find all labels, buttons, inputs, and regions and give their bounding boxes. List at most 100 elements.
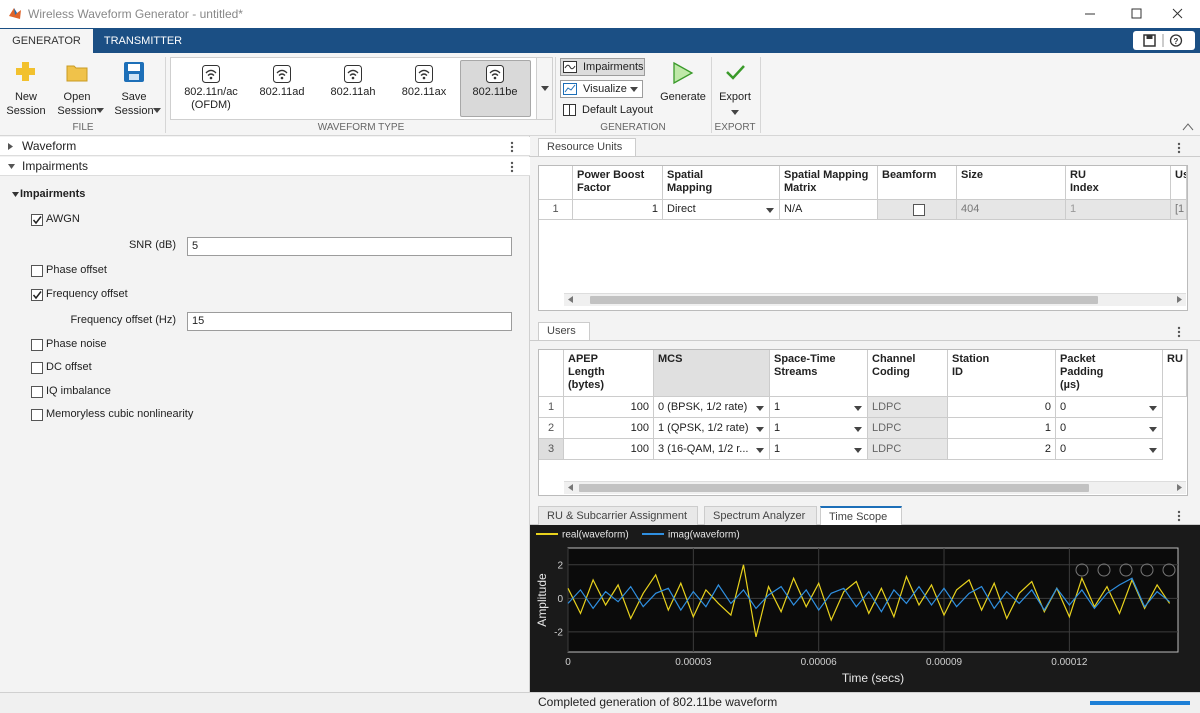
table-cell[interactable]: 404 — [957, 200, 1066, 220]
plot-area — [567, 547, 1179, 653]
dropdown-arrow — [1149, 447, 1157, 453]
checkbox[interactable] — [31, 386, 43, 398]
checkbox[interactable] — [31, 265, 43, 277]
toolstrip-separator — [760, 57, 761, 133]
tab-strip — [0, 28, 1200, 53]
icon-part — [510, 145, 514, 149]
table-cell[interactable]: 0 — [1056, 439, 1163, 460]
toolstrip-button[interactable]: Open Session — [57, 91, 97, 117]
plot-tool-icon — [1119, 563, 1133, 577]
column-header[interactable]: Beamform — [878, 166, 957, 200]
table-cell[interactable]: 0 (BPSK, 1/2 rate) — [654, 397, 770, 418]
toolstrip-button[interactable]: Save Session — [114, 91, 154, 117]
column-header[interactable]: RU Index — [1066, 166, 1171, 200]
table-cell[interactable]: [1 — [1171, 200, 1187, 220]
table-cell[interactable]: 0 — [1056, 397, 1163, 418]
waveform-type-button[interactable]: 802.11be — [472, 86, 518, 98]
table-cell[interactable]: LDPC — [868, 418, 948, 439]
text-field[interactable]: 15 — [187, 312, 512, 331]
table-cell[interactable]: N/A — [780, 200, 878, 220]
toolstrip-button[interactable]: New Session — [6, 91, 46, 117]
waveform-line — [567, 564, 1171, 638]
table-cell[interactable]: LDPC — [868, 439, 948, 460]
table — [538, 165, 1188, 311]
legend-label: imag(waveform) — [668, 530, 740, 541]
section-title[interactable]: Impairments — [22, 159, 89, 173]
x-tick-label: 0 — [565, 657, 571, 668]
text-field[interactable]: 5 — [187, 237, 512, 256]
scope-tab[interactable]: Spectrum Analyzer — [704, 506, 817, 525]
waveform-type-button[interactable]: 802.11ad — [259, 86, 305, 98]
column-header[interactable]: Power Boost Factor — [573, 166, 663, 200]
icon-part — [128, 64, 140, 71]
scope-tab[interactable]: Time Scope — [820, 506, 902, 525]
dropdown-arrow — [541, 86, 549, 91]
scope-tab[interactable]: RU & Subcarrier Assignment — [538, 506, 698, 525]
table-cell[interactable]: 100 — [564, 397, 654, 418]
table-cell[interactable]: Direct — [663, 200, 780, 220]
default-layout-button[interactable]: Default Layout — [582, 104, 653, 116]
panel-menu — [1177, 510, 1181, 522]
table-cell[interactable]: 1 — [1066, 200, 1171, 220]
table-cell[interactable]: 0 — [1056, 418, 1163, 439]
table-cell[interactable]: 1 — [770, 439, 868, 460]
dropdown-arrow — [854, 447, 862, 453]
waveform-type-button[interactable]: 802.11ax — [401, 86, 447, 98]
panel-tab[interactable]: Users — [538, 322, 590, 340]
column-header[interactable]: Spatial Mapping Matrix — [780, 166, 878, 200]
export-button[interactable]: Export — [719, 91, 751, 103]
table-cell[interactable]: 1 — [948, 418, 1056, 439]
table-cell[interactable]: LDPC — [868, 397, 948, 418]
table-cell[interactable]: 1 — [770, 397, 868, 418]
table-cell[interactable]: 1 (QPSK, 1/2 rate) — [654, 418, 770, 439]
table-cell[interactable]: 100 — [564, 418, 654, 439]
table-cell[interactable]: 3 (16-QAM, 1/2 r... — [654, 439, 770, 460]
table-cell[interactable]: 1 — [770, 418, 868, 439]
table-cell[interactable]: 100 — [564, 439, 654, 460]
column-header[interactable]: Station ID — [948, 350, 1056, 397]
icon-part — [756, 447, 764, 453]
table-cell[interactable]: 0 — [948, 397, 1056, 418]
icon-part — [1149, 426, 1157, 432]
generate-button[interactable]: Generate — [660, 91, 706, 103]
checkbox[interactable] — [31, 409, 43, 421]
checkbox[interactable] — [31, 362, 43, 374]
section-title[interactable]: Waveform — [22, 139, 77, 153]
waveform-type-button[interactable]: 802.11ah — [330, 86, 376, 98]
section-toggle — [8, 164, 15, 169]
section-header — [0, 137, 530, 156]
column-header[interactable]: Us — [1171, 166, 1187, 200]
dropdown-arrow — [756, 405, 764, 411]
dropdown-arrow — [756, 426, 764, 432]
column-header[interactable]: Spatial Mapping — [663, 166, 780, 200]
impairments-icon — [563, 61, 577, 73]
row-header-corner — [539, 350, 564, 397]
table-checkbox[interactable] — [913, 204, 925, 216]
column-header[interactable]: Size — [957, 166, 1066, 200]
visualize-dropdown[interactable]: Visualize — [560, 80, 643, 98]
toolstrip-separator — [165, 57, 166, 133]
ribbon-tab[interactable]: GENERATOR — [0, 29, 93, 53]
wifi-icon — [273, 65, 291, 83]
left-panel — [0, 136, 530, 692]
dropdown-arrow — [630, 87, 638, 92]
checkbox[interactable] — [31, 339, 43, 351]
waveform-type-button[interactable]: 802.11n/ac (OFDM) — [184, 86, 238, 111]
column-header[interactable]: MCS — [654, 350, 770, 397]
icon-part — [510, 169, 514, 173]
column-header[interactable]: Packet Padding (µs) — [1056, 350, 1163, 397]
impairments-toggle[interactable]: Impairments — [560, 58, 645, 76]
table-cell[interactable]: 2 — [948, 439, 1056, 460]
field-label: Frequency offset (Hz) — [70, 314, 176, 326]
column-header[interactable]: Channel Coding — [868, 350, 948, 397]
column-header[interactable]: Space-Time Streams — [770, 350, 868, 397]
column-header[interactable]: RU — [1163, 350, 1187, 397]
icon-part — [1177, 514, 1181, 518]
ribbon-tab[interactable]: TRANSMITTER — [103, 35, 183, 47]
panel-tab[interactable]: Resource Units — [538, 138, 636, 156]
column-header[interactable]: APEP Length (bytes) — [564, 350, 654, 397]
help-glyph: ? — [1174, 37, 1179, 46]
table-cell[interactable]: 1 — [573, 200, 663, 220]
progress-bar — [1090, 701, 1190, 705]
scroll-arrow — [568, 484, 573, 491]
